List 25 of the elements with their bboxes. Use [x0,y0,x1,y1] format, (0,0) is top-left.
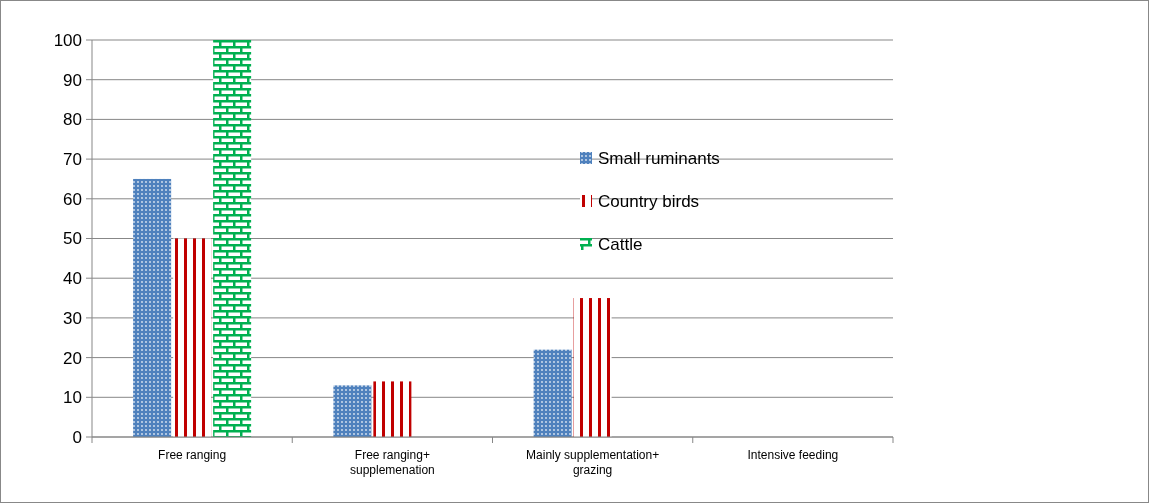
bar [173,238,212,437]
y-tick-label: 80 [63,110,82,130]
legend-label: Small ruminants [598,148,720,168]
legend-label: Cattle [598,234,643,254]
bar [533,349,572,437]
x-tick-label: Free ranging+ supplemenation [350,448,435,477]
x-tick-label: Mainly supplementation+ grazing [526,448,660,477]
y-tick-label: 50 [63,229,82,249]
bar [373,381,412,437]
y-tick-label: 90 [63,70,82,90]
y-tick-label: 40 [63,269,82,289]
y-tick-label: 0 [72,427,82,447]
x-tick-label: Free ranging [158,448,227,462]
y-tick-label: 100 [53,30,82,50]
bar [573,298,612,437]
y-tick-label: 60 [63,189,82,209]
y-tick-label: 30 [63,308,82,328]
x-tick-label: Intensive feeding [747,448,839,462]
bar [333,385,372,437]
bar [213,40,252,437]
bar [133,178,172,437]
y-tick-label: 70 [63,150,82,170]
y-tick-label: 20 [63,348,82,368]
legend-label: Country birds [598,191,700,211]
y-tick-label: 10 [63,388,82,408]
